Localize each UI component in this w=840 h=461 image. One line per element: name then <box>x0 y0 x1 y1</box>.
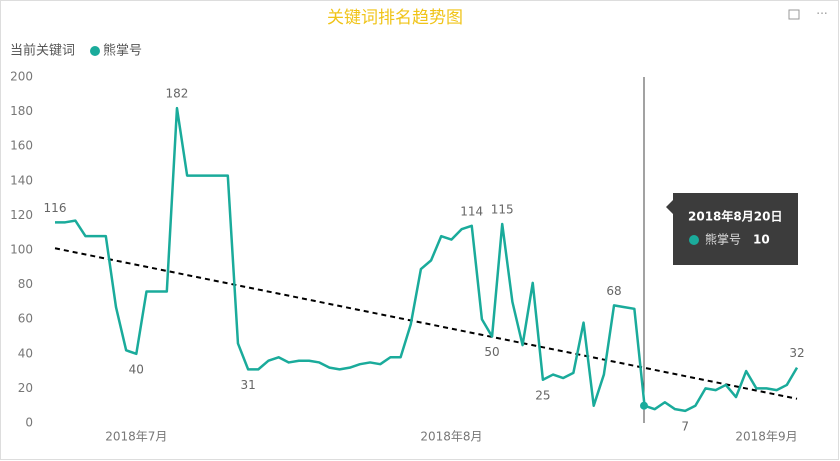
y-tick-label: 160 <box>10 139 33 153</box>
trend-line <box>54 247 798 400</box>
data-label: 182 <box>166 87 189 101</box>
chart-title: 关键词排名趋势图 <box>327 8 463 28</box>
y-tick-label: 200 <box>10 70 33 84</box>
data-label: 25 <box>535 388 550 402</box>
y-tick-label: 60 <box>18 312 33 326</box>
y-tick-label: 0 <box>25 416 33 430</box>
tooltip-series: 熊掌号 <box>705 232 741 247</box>
data-label: 50 <box>484 345 499 359</box>
focus-icon[interactable] <box>788 9 800 20</box>
legend-swatch <box>90 46 100 56</box>
data-label: 116 <box>44 201 67 215</box>
tooltip-swatch <box>689 235 699 245</box>
data-label: 68 <box>606 284 621 298</box>
hover-point <box>640 401 648 410</box>
y-tick-label: 20 <box>18 381 33 395</box>
tooltip-box <box>666 193 798 265</box>
data-label: 115 <box>491 203 514 217</box>
y-tick-label: 140 <box>10 173 33 187</box>
data-label: 32 <box>789 346 804 360</box>
y-tick-label: 40 <box>18 346 33 360</box>
more-icon[interactable]: ··· <box>816 7 827 21</box>
y-tick-label: 120 <box>10 208 33 222</box>
series-line <box>55 106 799 413</box>
legend-title: 当前关键词 <box>10 43 75 59</box>
tooltip-value: 10 <box>753 233 770 247</box>
data-label: 114 <box>460 204 483 218</box>
x-tick-label: 2018年8月 <box>420 430 482 444</box>
data-label: 40 <box>129 362 144 376</box>
legend-label: 熊掌号 <box>103 43 142 59</box>
y-tick-label: 80 <box>18 277 33 291</box>
data-label: 31 <box>240 378 255 392</box>
tooltip-title: 2018年8月20日 <box>688 209 782 224</box>
x-tick-label: 2018年7月 <box>105 430 167 444</box>
data-label: 7 <box>681 419 689 433</box>
y-tick-label: 100 <box>10 243 33 257</box>
y-tick-label: 180 <box>10 104 33 118</box>
x-tick-label: 2018年9月 <box>735 430 797 444</box>
